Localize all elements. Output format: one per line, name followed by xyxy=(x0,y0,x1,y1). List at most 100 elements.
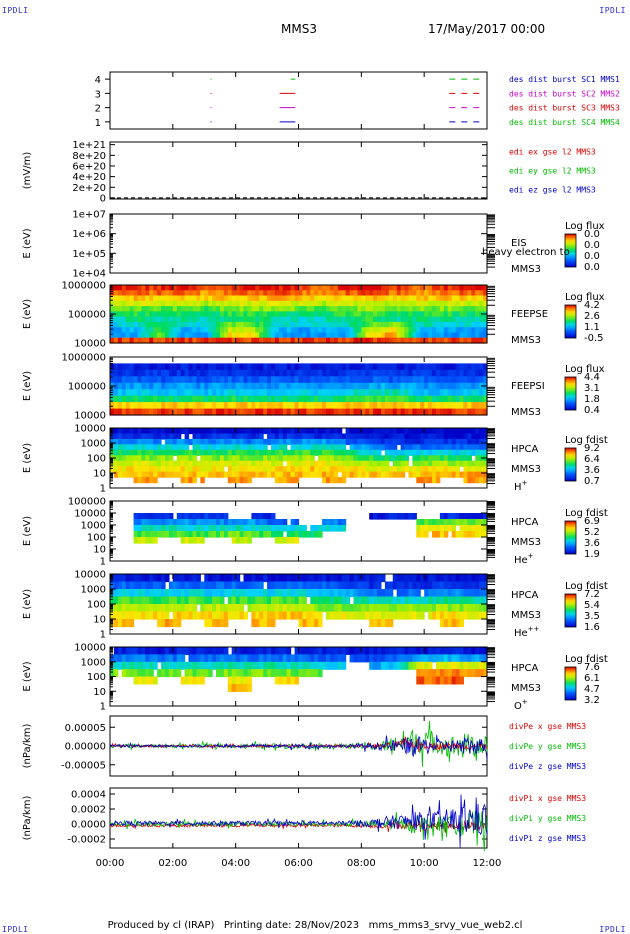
heatmap-cell xyxy=(310,311,315,318)
heatmap-cell xyxy=(259,306,264,312)
heatmap-cell xyxy=(400,337,406,344)
heatmap-cell xyxy=(176,389,182,397)
heatmap-cell xyxy=(271,376,276,384)
heatmap-cell xyxy=(227,460,233,467)
heatmap-cell xyxy=(200,647,205,655)
heatmap-cell xyxy=(322,471,327,478)
heatmap-cell xyxy=(322,306,327,312)
heatmap-cell xyxy=(333,285,339,291)
heatmap-cell xyxy=(216,596,221,605)
heatmap-cell xyxy=(388,389,394,397)
heatmap-cell xyxy=(451,290,457,297)
heatmap-cell xyxy=(161,513,166,520)
heatmap-cell xyxy=(396,376,402,384)
heatmap-cell xyxy=(439,589,445,598)
heatmap-cell xyxy=(400,438,406,445)
heatmap-cell xyxy=(125,327,131,334)
heatmap-cell xyxy=(168,596,174,605)
overlay-label-eis: heavy electron to xyxy=(482,247,570,258)
colorbar-tick-label-hpca_h: 9.2 xyxy=(584,443,600,454)
heatmap-cell xyxy=(168,525,174,532)
heatmap-cell xyxy=(172,525,178,532)
heatmap-cell xyxy=(329,363,335,371)
heatmap-cell xyxy=(388,438,394,445)
heatmap-cell xyxy=(184,311,190,318)
heatmap-cell xyxy=(149,455,154,462)
heatmap-cell xyxy=(467,363,472,371)
heatmap-cell xyxy=(471,669,476,678)
heatmap-cell xyxy=(384,619,390,628)
heatmap-feepse xyxy=(110,285,488,344)
heatmap-cell xyxy=(404,466,409,473)
heatmap-cell xyxy=(475,295,480,302)
heatmap-cell xyxy=(157,428,162,435)
heatmap-cell xyxy=(451,376,457,384)
heatmap-cell xyxy=(192,477,197,484)
heatmap-cell xyxy=(302,444,307,451)
heatmap-cell xyxy=(255,460,260,467)
heatmap-cell xyxy=(141,537,146,544)
heatmap-cell xyxy=(255,306,260,312)
heatmap-cell xyxy=(396,449,402,456)
heatmap-cell xyxy=(255,466,260,473)
heatmap-cell xyxy=(145,466,150,473)
heatmap-cell xyxy=(294,574,300,583)
heatmap-cell xyxy=(369,619,374,628)
heatmap-cell xyxy=(483,519,488,526)
heatmap-cell xyxy=(216,311,221,318)
heatmap-cell xyxy=(467,376,472,384)
heatmap-cell xyxy=(263,389,268,397)
heatmap-cell xyxy=(459,285,464,291)
heatmap-cell xyxy=(322,654,327,663)
heatmap-cell xyxy=(153,449,158,456)
heatmap-cell xyxy=(145,438,150,445)
heatmap-cell xyxy=(200,531,205,538)
heatmap-cell xyxy=(329,647,335,655)
heatmap-cell xyxy=(243,285,248,291)
heatmap-cell xyxy=(396,363,402,371)
heatmap-cell xyxy=(483,300,488,307)
y-tick-label-hpca_he: 100000 xyxy=(68,497,106,508)
heatmap-cell xyxy=(294,295,300,302)
heatmap-cell xyxy=(278,327,284,334)
heatmap-cell xyxy=(227,363,233,371)
heatmap-cell xyxy=(117,455,123,462)
heatmap-cell xyxy=(381,460,386,467)
heatmap-cell xyxy=(168,321,174,328)
heatmap-cell xyxy=(259,337,264,344)
heatmap-cell xyxy=(416,531,421,538)
heatmap-cell xyxy=(290,477,296,484)
heatmap-cell xyxy=(149,402,154,410)
heatmap-cell xyxy=(435,574,441,583)
heatmap-cell xyxy=(184,581,190,590)
corner-label-top-left: IPDLI xyxy=(2,6,29,15)
heatmap-cell xyxy=(408,402,413,410)
y-tick-label-divpi: -0.0002 xyxy=(67,835,106,846)
y-axis-label-hpca_h: E (eV) xyxy=(22,443,33,473)
heatmap-cell xyxy=(247,589,252,598)
heatmap-cell xyxy=(432,327,437,334)
heatmap-cell xyxy=(310,466,315,473)
heatmap-cell xyxy=(176,285,182,291)
heatmap-cell xyxy=(369,581,374,590)
heatmap-cell xyxy=(286,311,292,318)
heatmap-cell xyxy=(117,363,123,371)
heatmap-cell xyxy=(443,574,449,583)
heatmap-cell xyxy=(125,316,131,323)
heatmap-cell xyxy=(314,363,319,371)
heatmap-cell xyxy=(306,669,311,678)
heatmap-cell xyxy=(463,460,468,467)
heatmap-cell xyxy=(133,471,139,478)
heatmap-cell xyxy=(286,300,292,307)
instrument-label-eis: EIS xyxy=(511,238,527,249)
heatmap-cell xyxy=(227,455,233,462)
heatmap-cell xyxy=(231,596,237,605)
heatmap-cell xyxy=(113,285,119,291)
heatmap-cell xyxy=(294,290,300,297)
heatmap-cell xyxy=(388,290,394,297)
heatmap-cell xyxy=(149,654,154,663)
heatmap-cell xyxy=(243,669,248,678)
heatmap-cell xyxy=(298,466,303,473)
heatmap-cell xyxy=(475,513,480,520)
heatmap-cell xyxy=(455,669,461,678)
